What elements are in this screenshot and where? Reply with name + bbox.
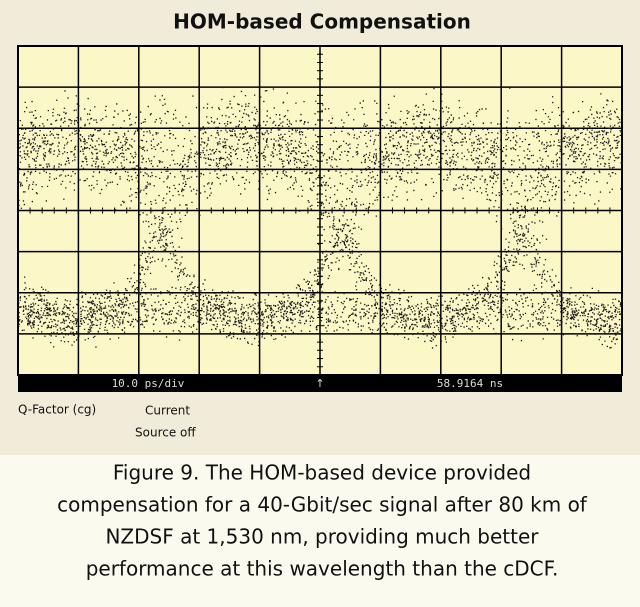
marker: ↑: [315, 377, 324, 390]
caption-line: compensation for a 40-Gbit/sec signal af…: [57, 493, 588, 517]
position: 58.9164 ns: [437, 377, 503, 390]
eye-diagram: [18, 86, 624, 349]
caption-line: performance at this wavelength than the …: [86, 557, 559, 581]
readout-line: Source off: [135, 426, 196, 440]
caption-panel: [0, 455, 640, 607]
caption-line: NZDSF at 1,530 nm, providing much better: [105, 525, 539, 549]
timebase: 10.0 ps/div: [112, 377, 185, 390]
q-factor-label: Q-Factor (cg): [18, 403, 96, 417]
figure-title: HOM-based Compensation: [173, 10, 471, 34]
readout-line: Current: [145, 404, 190, 418]
caption-line: Figure 9. The HOM-based device provided: [113, 461, 531, 485]
status-bar: [18, 375, 622, 392]
